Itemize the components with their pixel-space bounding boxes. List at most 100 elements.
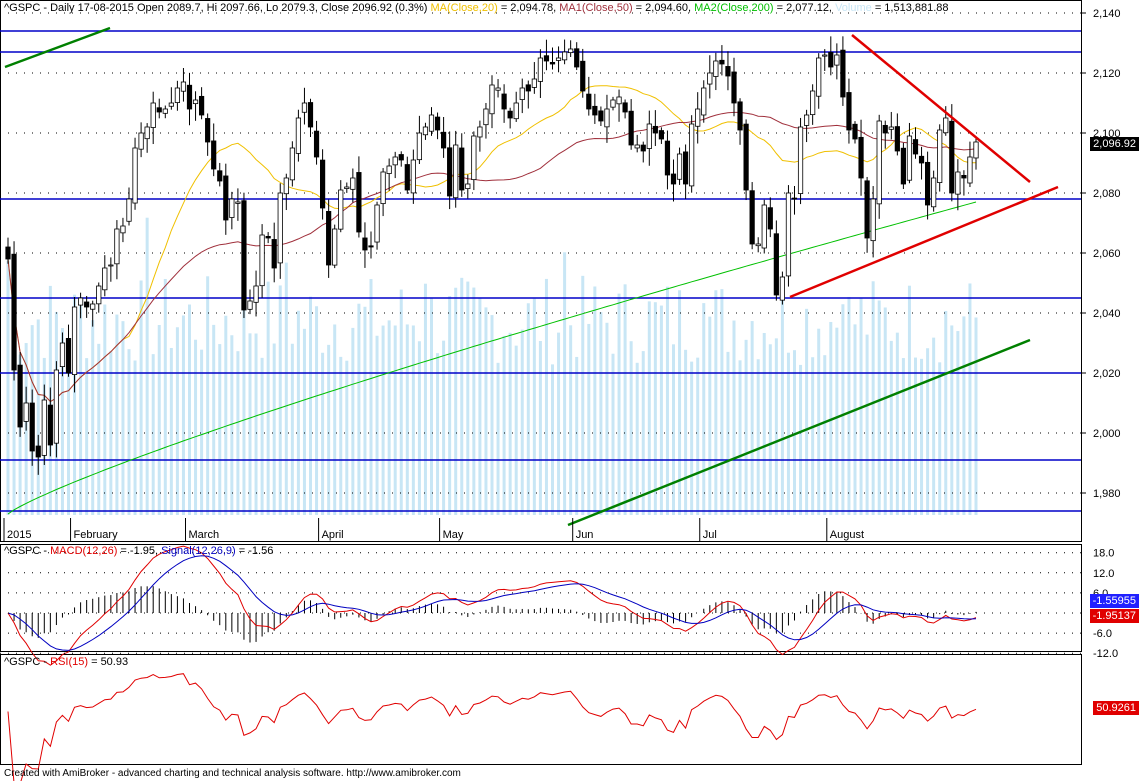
candle-body [580, 60, 586, 92]
candle-body [319, 159, 326, 209]
volume-bar [720, 289, 724, 515]
x-tick-label: Jul [703, 529, 717, 541]
ma50-value: = 2,094.60, [632, 2, 692, 14]
candle-body [652, 125, 658, 134]
price-last-tag: 2,096.92 [1090, 137, 1139, 151]
volume-bar [865, 334, 869, 515]
candle-body [737, 101, 743, 131]
volume-bar [442, 340, 446, 515]
candle-body [150, 102, 156, 128]
candle-body [616, 96, 622, 105]
candle-body [53, 369, 60, 444]
candle-body [41, 399, 47, 456]
x-tick-label: 2015 [7, 529, 31, 541]
macd-value: = -1.95, [117, 545, 162, 557]
x-tick-label: April [322, 529, 344, 541]
candle-body [96, 285, 102, 305]
candle-body [640, 144, 646, 152]
volume-bar [127, 349, 131, 515]
candle-body [380, 171, 386, 205]
volume-bar [181, 315, 185, 515]
support-resistance-lines [0, 30, 1081, 512]
candle-body [749, 190, 755, 245]
candle-body [338, 189, 344, 230]
candle-body [598, 110, 604, 122]
x-tick-label: Jun [576, 529, 594, 541]
candle-body [858, 136, 864, 179]
volume-bar [732, 320, 736, 515]
volume-bar [508, 332, 512, 515]
candle-body [253, 285, 259, 303]
candle-body [374, 204, 380, 243]
y-tick-label: 2,140 [1093, 8, 1121, 20]
candle-body [882, 124, 888, 134]
volume-bar [974, 317, 978, 515]
macd-tick-label: -12.0 [1093, 648, 1118, 660]
volume-bar [6, 260, 10, 515]
volume-bar [103, 304, 107, 515]
candle-body [834, 54, 840, 66]
volume-bar [436, 353, 440, 515]
candle-body [791, 197, 798, 200]
candle-body [132, 147, 138, 204]
candle-body [362, 237, 368, 251]
volume-bar [454, 287, 458, 515]
volume-bar [841, 304, 845, 515]
candle-body [507, 110, 513, 119]
candle-body [416, 132, 423, 161]
volume-bar [423, 283, 427, 515]
volume-bar [635, 362, 639, 515]
volume-bar [387, 320, 391, 515]
volume-bar [417, 341, 421, 515]
volume-bar [932, 337, 936, 515]
candle-body [17, 364, 23, 428]
candle-body [465, 183, 471, 190]
volume-bar [532, 298, 536, 515]
x-tick-label: February [74, 529, 119, 541]
volume-bar [901, 358, 905, 515]
signal-line [7, 555, 977, 651]
candle-body [180, 81, 187, 92]
volume-bar [914, 357, 917, 515]
candle-body [368, 245, 374, 248]
volume-bar [321, 352, 325, 515]
candle-body [906, 135, 913, 181]
candle-body [519, 87, 525, 100]
candle-body [440, 131, 447, 149]
volume-bar [151, 354, 155, 515]
candle-body [144, 126, 150, 140]
candle-body [852, 123, 858, 140]
volume-bar [369, 279, 373, 515]
candle-body [846, 92, 852, 131]
volume-bar [877, 300, 881, 515]
volume-bar [381, 325, 385, 515]
volume-bar [538, 340, 542, 515]
volume-bar [895, 332, 899, 515]
volume-bar [351, 327, 355, 515]
candle-body [622, 102, 628, 113]
volume-bar [115, 314, 119, 515]
candle-body [483, 108, 489, 126]
volume-bar [514, 345, 518, 515]
candle-body [943, 117, 949, 134]
candle-body [537, 57, 544, 82]
x-tick-label: March [189, 529, 220, 541]
candle-body [955, 171, 961, 195]
uptrend-line-bottom [567, 338, 1031, 527]
candle-body [501, 93, 507, 110]
volume-bar [405, 324, 409, 515]
volume-bar [575, 356, 579, 515]
volume-bar [460, 277, 464, 515]
candle-body [525, 84, 531, 92]
volume-bar [333, 324, 337, 515]
candle-body [761, 204, 767, 249]
candle-body [192, 99, 199, 105]
candle-body [35, 445, 41, 458]
candle-body [277, 192, 283, 264]
volume-bar [466, 281, 470, 515]
candle-body [701, 87, 707, 116]
candle-body [289, 147, 295, 181]
volume-bar [254, 333, 258, 515]
volume-bar [605, 322, 609, 515]
candle-body [217, 170, 223, 182]
